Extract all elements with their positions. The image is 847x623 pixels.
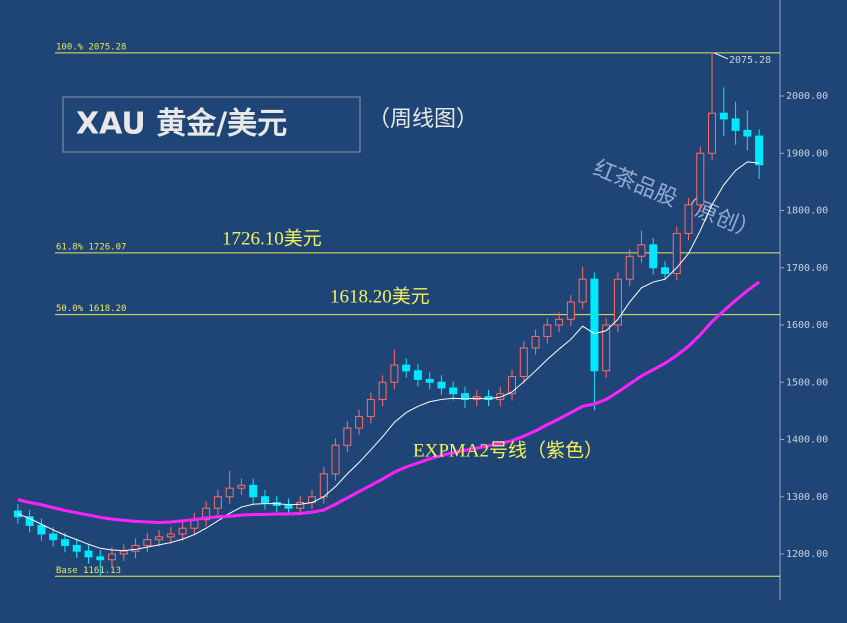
candle-body [437,381,446,389]
candle-body [37,524,46,535]
y-tick-label: 1900.00 [786,148,828,159]
candle-body [496,393,505,400]
candle-body [13,510,22,518]
y-tick-label: 1200.00 [786,549,828,560]
expma-line [17,280,761,525]
candle-body [390,364,399,383]
y-tick-label: 2000.00 [786,91,828,102]
candle-body [155,536,164,541]
y-tick-label: 1400.00 [786,435,828,446]
candle-body [166,533,175,538]
candle-body [331,444,340,475]
candle-body [343,427,352,446]
y-tick-label: 1500.00 [786,377,828,388]
candle-body [731,118,740,131]
candle-body [108,553,117,561]
candle-body [613,278,622,326]
candle-body [296,501,305,509]
candle-body [590,278,599,372]
candle-body [284,504,293,509]
candle-body [60,539,69,546]
expma-line [17,161,760,552]
chart-title: XAU 黄金/美元 [76,107,287,142]
candle-body [225,487,234,498]
candle-body [755,135,764,166]
fib-level-label: 50.0% 1618.20 [56,304,126,314]
y-tick-label: 1600.00 [786,320,828,331]
candle-body [72,544,81,552]
candle-body [449,387,458,395]
candle-body [213,496,222,509]
candle-body [178,527,187,535]
candle-body [555,318,564,326]
title-box [62,96,361,153]
candle-body [25,516,34,526]
candle-body [566,301,575,320]
peak-pointer [713,52,729,60]
y-tick-label: 1800.00 [786,206,828,217]
candle-body [578,278,587,303]
candle-body [425,378,434,383]
candle-body [378,381,387,400]
candle-body [260,496,269,503]
candle-body [660,267,669,274]
chart-subtitle: （周线图） [368,107,478,132]
candle-body [543,324,552,337]
candle-body [531,335,540,349]
annotation: 1618.20美元 [330,285,430,307]
candle-body [696,152,705,206]
candle-body [708,112,717,154]
candle-body [719,112,728,120]
candle-body [131,544,140,552]
candle-body [672,232,681,274]
candle-body [460,393,469,400]
candle-body [366,398,375,418]
candle-body [602,324,611,372]
fib-level-label: 61.8% 1726.07 [56,242,126,252]
annotation: EXPMA2号线（紫色） [413,439,603,461]
candle-body [508,376,517,395]
peak-label: 2075.28 [729,55,771,66]
candle-body [649,244,658,269]
candle-body [743,129,752,137]
y-tick-label: 1700.00 [786,263,828,274]
candle-body [413,370,422,380]
candle-body [237,484,246,489]
candle-body [84,550,93,558]
annotation: 1726.10美元 [222,227,322,249]
candle-body [684,204,693,234]
candle-body [625,255,634,280]
candle-body [319,473,328,498]
candle-body [119,550,128,555]
candle-body [143,539,152,546]
fib-level-label: 100.% 2075.28 [56,42,126,52]
fib-level-label: Base 1161.13 [56,566,121,576]
candle-body [402,364,411,372]
candle-body [249,484,258,498]
candle-body [96,556,105,561]
candle-body [519,347,528,378]
y-tick-label: 1300.00 [786,492,828,503]
candle-body [202,507,211,521]
candle-body [355,416,364,429]
candle-body [637,244,646,257]
candle-body [49,533,58,541]
